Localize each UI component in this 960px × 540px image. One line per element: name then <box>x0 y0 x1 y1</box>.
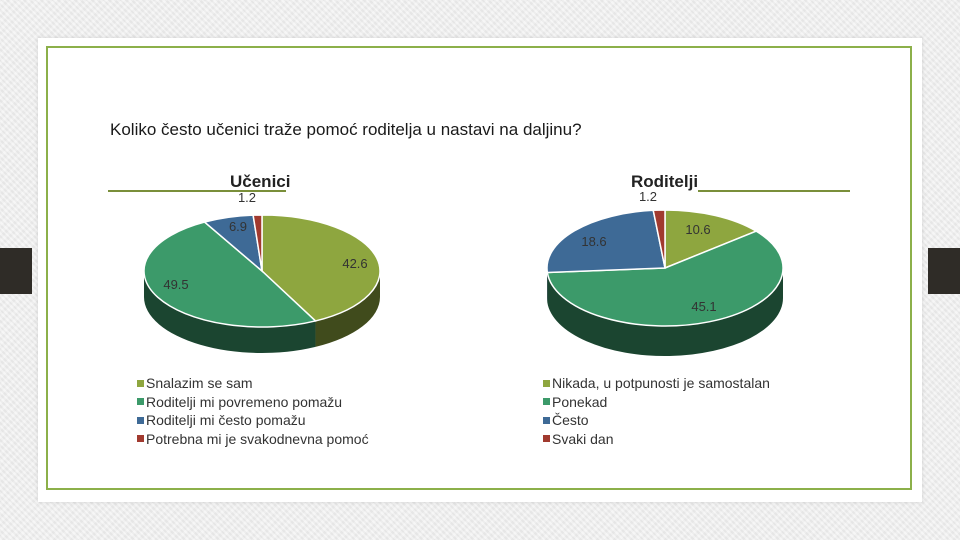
pie-1-slice-1 <box>546 230 784 327</box>
legend-swatch <box>543 435 550 443</box>
chart-title-roditelji: Roditelji <box>631 172 699 191</box>
legend-item: Roditelji mi često pomažu <box>137 411 369 430</box>
legend-swatch <box>137 435 144 443</box>
legend-label: Potrebna mi je svakodnevna pomoć <box>146 430 369 447</box>
slide-question: Koliko često učenici traže pomoć roditel… <box>110 120 582 139</box>
legend-item: Roditelji mi povremeno pomažu <box>137 393 369 412</box>
legend-roditelji: Nikada, u potpunosti je samostalan Poneka… <box>543 374 770 448</box>
pie-1-slice-3 <box>652 209 666 269</box>
pie-1-label-2: 18.6 <box>581 234 606 249</box>
pie-0-label-0: 42.6 <box>342 256 367 271</box>
pie-0-slice-3 <box>252 214 263 272</box>
legend-item: Snalazim se sam <box>137 374 369 393</box>
pie-0-label-1: 49.5 <box>163 277 188 292</box>
legend-label: Često <box>552 412 589 428</box>
chart-title-ucenici: Učenici <box>230 172 291 191</box>
legend-item: Potrebna mi je svakodnevna pomoć <box>137 430 369 449</box>
pie-0-side-0-0 <box>315 271 380 347</box>
legend-swatch <box>137 379 144 387</box>
pie-1-slice-0 <box>664 209 758 270</box>
legend-item: Nikada, u potpunosti je samostalan <box>543 374 770 393</box>
pie-1-label-3: 1.2 <box>639 189 657 204</box>
legend-swatch <box>543 416 550 424</box>
legend-swatch <box>137 398 144 406</box>
title-rule-right <box>698 190 850 192</box>
legend-item: Ponekad <box>543 393 770 412</box>
pie-0-label-3: 1.2 <box>238 190 256 205</box>
title-rule-left <box>108 190 286 192</box>
legend-swatch <box>543 398 550 406</box>
pie-0-slice-0 <box>261 214 381 322</box>
legend-ucenici: Snalazim se sam Roditelji mi povremeno po… <box>137 374 369 448</box>
pie-1-label-0: 10.6 <box>685 222 710 237</box>
pie-1-slice-2 <box>546 209 666 274</box>
legend-label: Svaki dan <box>552 430 614 447</box>
pie-0-side-1-0 <box>144 271 316 354</box>
pie-0-slice-1 <box>143 221 318 328</box>
legend-item: Svaki dan <box>543 430 770 449</box>
pie-0-label-2: 6.9 <box>229 219 247 234</box>
legend-label: Roditelji mi često pomažu <box>146 412 306 428</box>
legend-swatch <box>137 416 144 424</box>
right-edge-tab <box>928 248 960 294</box>
pie-1-side-1-0 <box>547 268 783 357</box>
left-edge-tab <box>0 248 32 294</box>
legend-swatch <box>543 379 550 387</box>
pie-1-label-1: 45.1 <box>691 299 716 314</box>
legend-label: Nikada, u potpunosti je samostalan <box>552 375 770 391</box>
legend-label: Ponekad <box>552 393 608 410</box>
legend-label: Snalazim se sam <box>146 375 253 391</box>
legend-item: Često <box>543 411 770 430</box>
legend-label: Roditelji mi povremeno pomažu <box>146 393 343 410</box>
slide-frame <box>46 46 912 490</box>
